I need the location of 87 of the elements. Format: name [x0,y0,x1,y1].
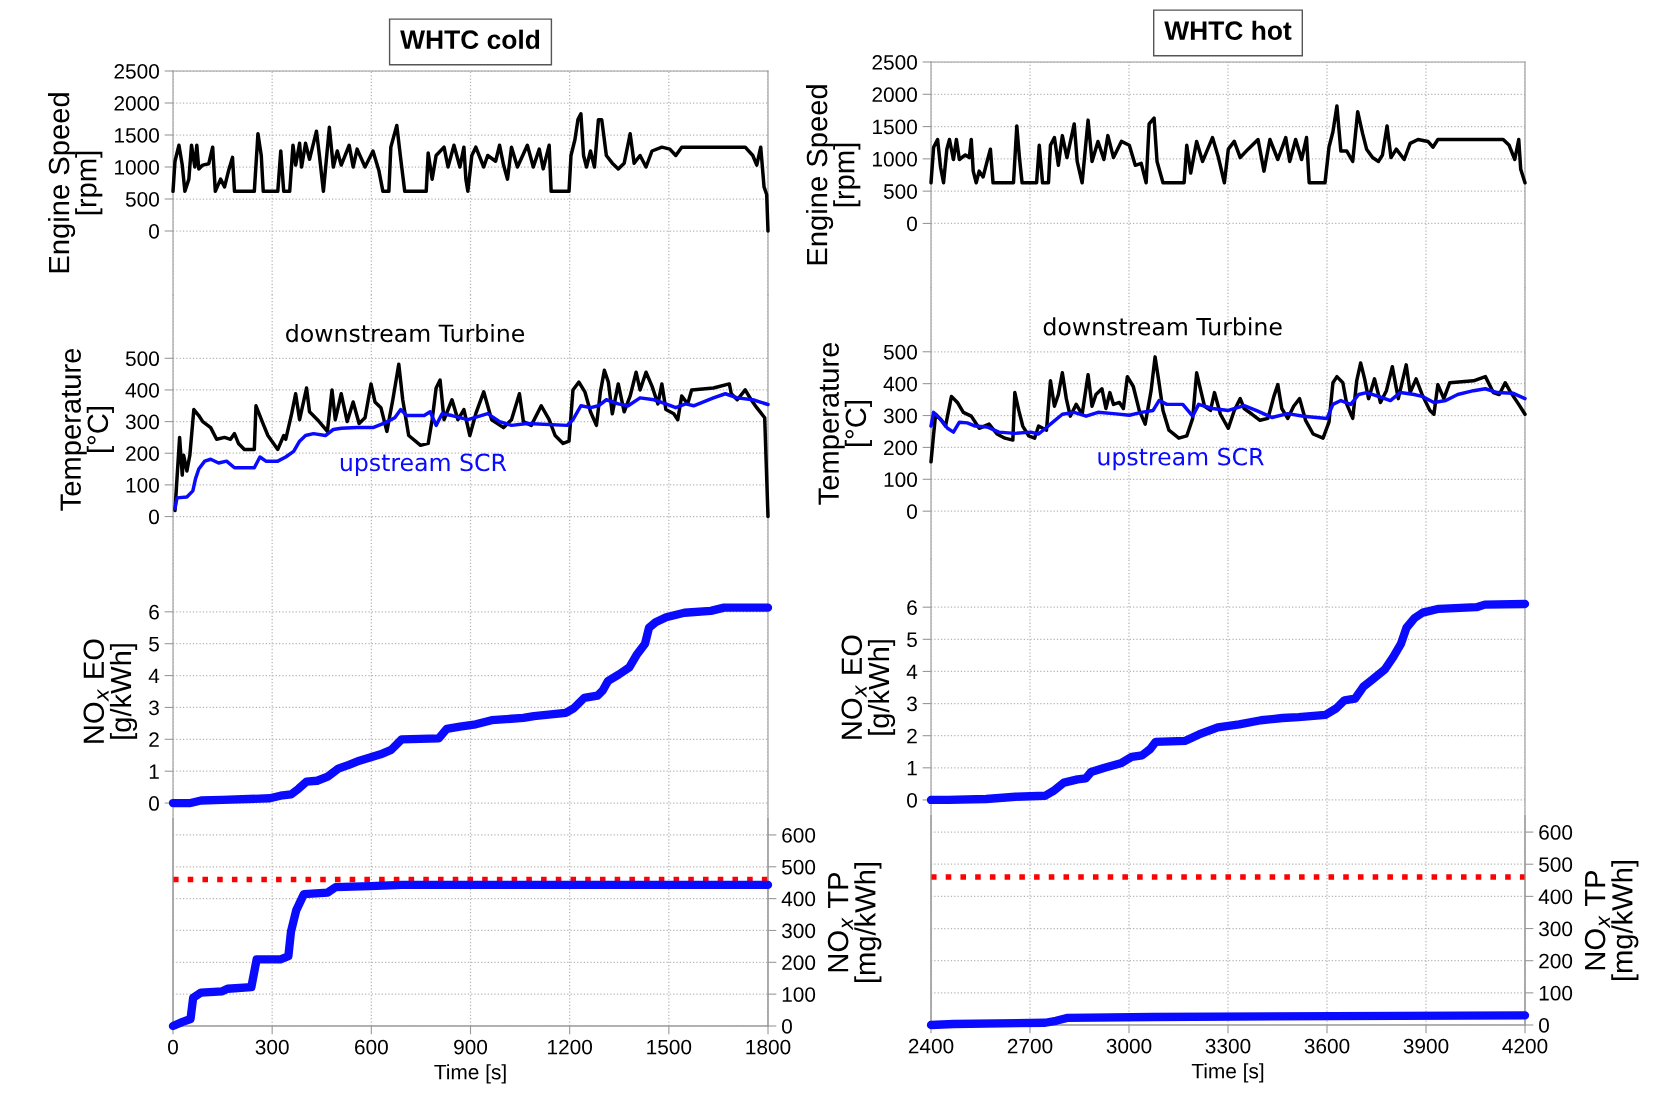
y-tick-label: 1 [907,761,917,776]
y-tick-label: 100 [884,472,917,488]
line-series [173,362,770,519]
y2-tick-label: 400 [1538,889,1573,905]
y-tick-label: 2000 [872,87,917,103]
line-series [173,392,770,511]
y-axis-title: Temperature [°C] [60,348,114,511]
y-axis-title: Engine Speed [rpm] [47,93,103,273]
y-axis-title: Temperature [°C] [818,342,872,505]
line-series [929,104,1527,185]
y-tick-label: 4 [906,664,918,679]
x-axis-title: Time [s] [434,1064,506,1084]
y-tick-label: 0 [907,504,917,519]
y-tick-label: 500 [125,351,159,367]
y-tick-label: 1500 [115,128,159,143]
y-tick-label: 400 [125,382,159,398]
y2-tick-label: 0 [1539,1018,1549,1033]
x-tick-label: 300 [255,1039,289,1055]
y2-tick-label: 600 [1539,825,1573,840]
x-tick-label: 1200 [548,1039,593,1055]
y2-tick-label: 200 [1539,953,1573,969]
y-tick-label: 500 [883,184,917,199]
x-tick-label: 4200 [1502,1038,1548,1054]
y2-tick-label: 600 [782,827,816,843]
y2-axis-title: NO$_{x}$ TP [mg/kWh] [1584,861,1639,980]
x-tick-label: 3300 [1205,1038,1251,1054]
y-tick-label: 100 [126,477,159,493]
x-tick-label: 2700 [1007,1038,1053,1054]
y-tick-label: 2000 [114,96,159,111]
y-tick-label: 3 [149,700,159,716]
y2-axis-title: NO$_{x}$ TP [mg/kWh] [827,863,882,982]
y-tick-label: 300 [883,408,917,424]
chart-title: WHTC cold [400,29,540,50]
y-tick-label: 3 [907,696,917,712]
x-tick-label: 1800 [746,1039,791,1055]
y-tick-label: 6 [907,600,917,615]
x-tick-label: 2400 [908,1038,954,1054]
y-axis-title: Engine Speed [rpm] [805,85,861,265]
y-tick-label: 1500 [873,119,917,135]
x-tick-label: 3900 [1403,1038,1449,1054]
x-tick-label: 3000 [1106,1038,1152,1054]
x-tick-label: 3600 [1304,1038,1350,1054]
y-tick-label: 500 [883,344,917,360]
line-series [171,112,770,233]
y-tick-label: 0 [149,509,159,525]
series-label: upstream SCR [1098,447,1264,471]
x-tick-label: 600 [355,1039,388,1055]
y-tick-label: 0 [907,792,917,808]
y2-tick-label: 100 [782,987,816,1002]
y-tick-label: 300 [125,414,159,430]
y2-tick-label: 300 [1538,921,1573,937]
y2-tick-label: 300 [781,923,816,939]
y-axis-title: NO$_{x}$ EO [g/kWh] [841,635,896,739]
y-tick-label: 0 [149,796,159,811]
y2-tick-label: 500 [1539,857,1573,872]
y-tick-label: 2 [149,732,159,747]
y2-tick-label: 0 [782,1019,792,1034]
y-tick-label: 2500 [872,55,917,70]
y-tick-label: 200 [126,446,159,461]
y-tick-label: 1000 [115,160,159,175]
y-tick-label: 1 [149,764,159,779]
y-tick-label: 6 [149,604,159,620]
x-tick-label: 1500 [647,1039,692,1055]
x-axis-title: Time [s] [1191,1063,1264,1083]
y2-tick-label: 200 [782,955,816,971]
y-tick-label: 5 [907,632,917,648]
y-tick-label: 400 [883,376,917,392]
chart-title: WHTC hot [1164,20,1292,41]
y-tick-label: 2500 [114,64,159,79]
y-tick-label: 500 [125,192,159,207]
y2-tick-label: 100 [1539,985,1573,1001]
x-tick-label: 900 [454,1039,488,1055]
series-label: downstream Turbine [1043,317,1282,336]
series-label: downstream Turbine [286,323,525,343]
y2-tick-label: 400 [781,891,816,907]
x-tick-label: 0 [168,1039,178,1055]
y-tick-label: 2 [907,728,917,744]
series-label: upstream SCR [340,453,507,476]
y-tick-label: 200 [884,440,917,456]
y-tick-label: 1000 [873,151,917,167]
y-tick-label: 0 [149,224,159,239]
y-tick-label: 5 [149,636,159,652]
y-axis-title: NO$_{x}$ EO [g/kWh] [83,639,138,743]
y-tick-label: 0 [907,216,917,232]
y2-tick-label: 500 [782,859,816,875]
y-tick-label: 4 [148,668,160,684]
line-series [929,387,1527,436]
